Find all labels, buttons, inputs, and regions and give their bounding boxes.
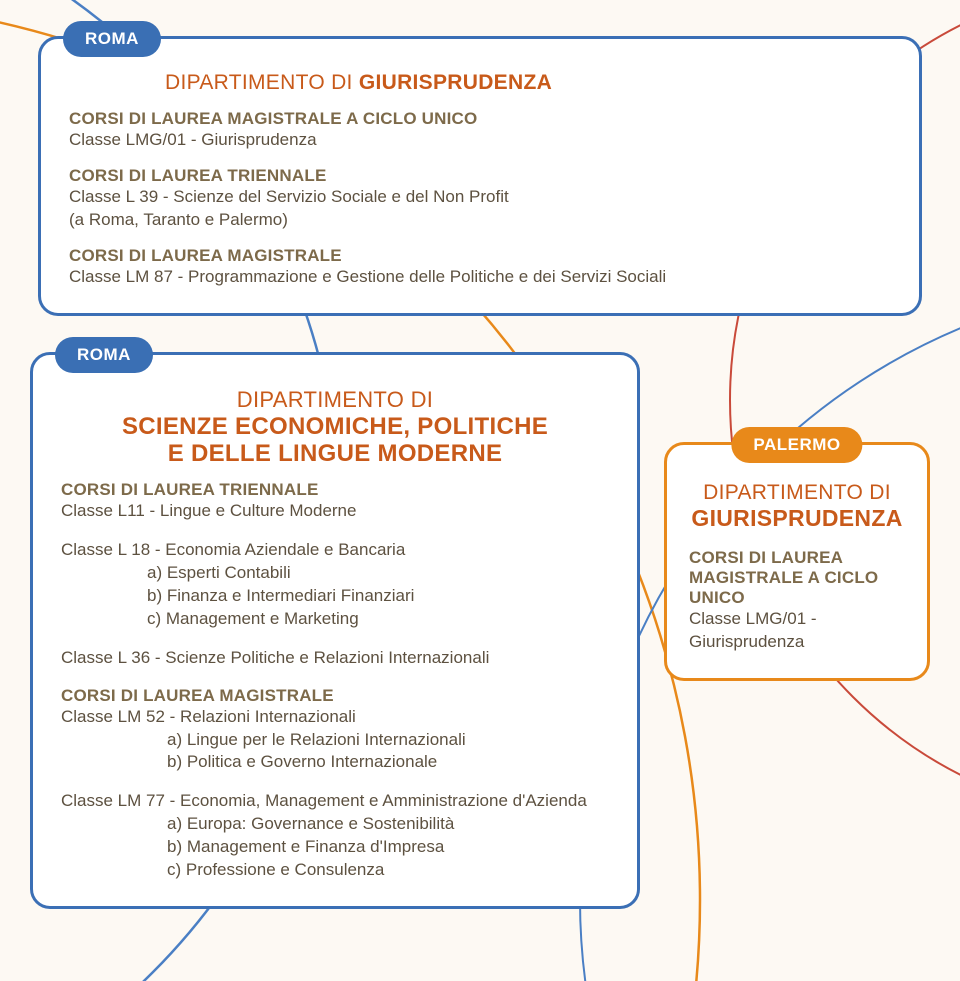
- section-label: CORSI DI LAUREA TRIENNALE: [61, 480, 609, 500]
- section-label: CORSI DI LAUREA TRIENNALE: [69, 166, 891, 186]
- dept-prefix: DIPARTIMENTO DI: [689, 481, 905, 505]
- dept-name: GIURISPRUDENZA: [689, 505, 905, 532]
- course-line: Classe L 39 - Scienze del Servizio Socia…: [69, 186, 891, 209]
- course-line: Classe L11 - Lingue e Culture Moderne: [61, 500, 609, 523]
- course-option: a) Lingue per le Relazioni Internazional…: [61, 729, 609, 752]
- course-option: a) Esperti Contabili: [61, 562, 609, 585]
- course-line: Classe LM 77 - Economia, Management e Am…: [61, 790, 609, 813]
- dept-title: DIPARTIMENTO DI GIURISPRUDENZA: [165, 71, 891, 95]
- location-pill-roma: ROMA: [63, 21, 161, 57]
- dept-name-line1: SCIENZE ECONOMICHE, POLITICHE: [61, 413, 609, 441]
- course-line: Classe LMG/01 - Giurisprudenza: [69, 129, 891, 152]
- section-label: CORSI DI LAUREA MAGISTRALE: [69, 246, 891, 266]
- course-option: b) Finanza e Intermediari Finanziari: [61, 585, 609, 608]
- card-giurisprudenza-palermo: PALERMO DIPARTIMENTO DI GIURISPRUDENZA C…: [664, 442, 930, 681]
- section-label: CORSI DI LAUREA MAGISTRALE: [61, 686, 609, 706]
- course-line: Classe LM 52 - Relazioni Internazionali: [61, 706, 609, 729]
- course-line: Classe LMG/01 - Giurisprudenza: [689, 608, 905, 654]
- section-label-line1: CORSI DI LAUREA: [689, 548, 905, 568]
- course-option: c) Professione e Consulenza: [61, 859, 609, 882]
- section-label: CORSI DI LAUREA MAGISTRALE A CICLO UNICO: [69, 109, 891, 129]
- location-pill-roma: ROMA: [55, 337, 153, 373]
- dept-name: GIURISPRUDENZA: [359, 71, 552, 94]
- card-scienze-economiche: ROMA DIPARTIMENTO DI SCIENZE ECONOMICHE,…: [30, 352, 640, 909]
- dept-prefix: DIPARTIMENTO DI: [61, 387, 609, 413]
- course-option: b) Management e Finanza d'Impresa: [61, 836, 609, 859]
- course-option: a) Europa: Governance e Sostenibilità: [61, 813, 609, 836]
- card-giurisprudenza-roma: ROMA DIPARTIMENTO DI GIURISPRUDENZA CORS…: [38, 36, 922, 316]
- course-note: (a Roma, Taranto e Palermo): [69, 209, 891, 232]
- dept-title-block: DIPARTIMENTO DI SCIENZE ECONOMICHE, POLI…: [61, 387, 609, 468]
- location-pill-palermo: PALERMO: [731, 427, 862, 463]
- course-option: b) Politica e Governo Internazionale: [61, 751, 609, 774]
- dept-name-line2: E DELLE LINGUE MODERNE: [61, 440, 609, 468]
- course-line: Classe LM 87 - Programmazione e Gestione…: [69, 266, 891, 289]
- dept-prefix: DIPARTIMENTO DI: [165, 71, 359, 94]
- course-line: Classe L 36 - Scienze Politiche e Relazi…: [61, 647, 609, 670]
- course-line: Classe L 18 - Economia Aziendale e Banca…: [61, 539, 609, 562]
- section-label-line2: MAGISTRALE A CICLO UNICO: [689, 568, 905, 608]
- course-option: c) Management e Marketing: [61, 608, 609, 631]
- page-content: ROMA DIPARTIMENTO DI GIURISPRUDENZA CORS…: [0, 0, 960, 929]
